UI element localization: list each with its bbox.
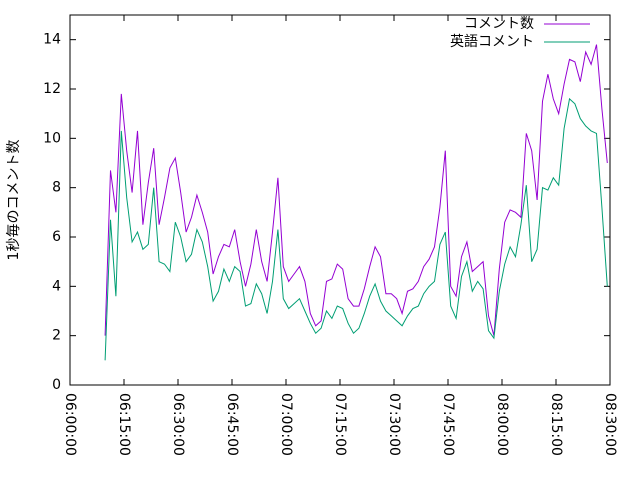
y-tick-label: 2 [52, 328, 61, 344]
y-tick-label: 8 [52, 180, 61, 196]
y-tick-label: 12 [43, 81, 61, 97]
legend-label: 英語コメント [450, 33, 534, 50]
y-tick-label: 6 [52, 229, 61, 245]
y-tick-label: 4 [52, 278, 61, 294]
series-line [104, 97, 608, 361]
x-tick-label: 07:30:00 [386, 393, 402, 456]
x-tick-label: 08:30:00 [602, 393, 618, 456]
y-tick-label: 14 [43, 32, 61, 48]
x-tick-label: 07:15:00 [332, 393, 348, 456]
x-tick-label: 07:00:00 [278, 393, 294, 456]
series-line [104, 44, 608, 336]
x-tick-label: 08:15:00 [548, 393, 564, 456]
y-axis-label: 1秒毎のコメント数 [6, 140, 22, 261]
x-tick-label: 06:45:00 [224, 393, 240, 456]
x-tick-label: 08:00:00 [494, 393, 510, 456]
plot-border [69, 14, 611, 386]
y-tick-label: 10 [43, 130, 61, 146]
x-tick-label: 06:00:00 [62, 393, 78, 456]
x-tick-label: 07:45:00 [440, 393, 456, 456]
x-tick-label: 06:15:00 [116, 393, 132, 456]
x-tick-label: 06:30:00 [170, 393, 186, 456]
y-tick-label: 0 [52, 377, 61, 393]
legend-label: コメント数 [464, 16, 534, 32]
